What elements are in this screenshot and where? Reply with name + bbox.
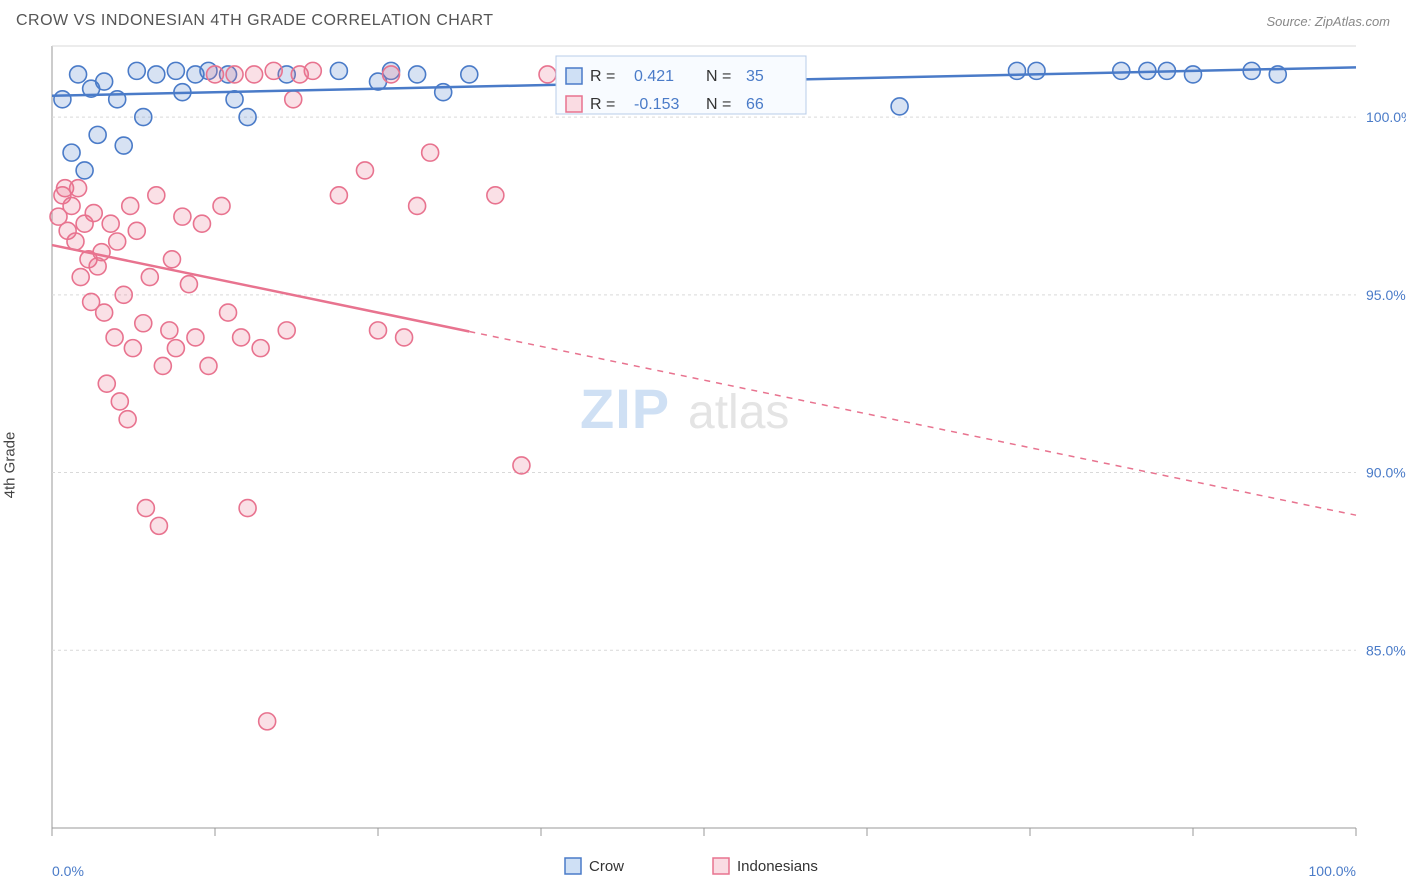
svg-text:N =: N = [706, 68, 731, 85]
svg-text:66: 66 [746, 96, 764, 113]
chart-source: Source: ZipAtlas.com [1266, 14, 1390, 29]
svg-text:R =: R = [590, 68, 615, 85]
svg-text:0.421: 0.421 [634, 68, 674, 85]
scatter-chart: 85.0% 90.0% 95.0% 100.0% 0.0% 100.0% ZIP atlas R… [0, 38, 1406, 892]
legend-swatch [565, 858, 581, 874]
svg-text:35: 35 [746, 68, 764, 85]
legend-label: Crow [589, 858, 624, 875]
trendline-indonesians [52, 245, 469, 331]
x-tick-label: 0.0% [52, 863, 84, 879]
svg-text:ZIP: ZIP [580, 377, 670, 440]
svg-text:R =: R = [590, 96, 615, 113]
y-tick-label: 85.0% [1366, 642, 1406, 658]
chart-area: 4th Grade 85.0% 90.0% 95.0% 100.0% 0.0% 100.0… [0, 38, 1406, 892]
svg-text:-0.153: -0.153 [634, 96, 679, 113]
chart-header: CROW VS INDONESIAN 4TH GRADE CORRELATION… [0, 0, 1406, 38]
legend-swatch [713, 858, 729, 874]
watermark: ZIP atlas [580, 377, 789, 440]
y-tick-label: 90.0% [1366, 465, 1406, 481]
series-indonesians [50, 62, 647, 729]
y-tick-label: 100.0% [1366, 109, 1406, 125]
legend-label: Indonesians [737, 858, 818, 875]
chart-title: CROW VS INDONESIAN 4TH GRADE CORRELATION… [16, 12, 494, 30]
y-tick-label: 95.0% [1366, 287, 1406, 303]
svg-text:atlas: atlas [688, 386, 789, 439]
y-axis-label: 4th Grade [2, 432, 19, 499]
correlation-box: R = 0.421 N = 35 R = -0.153 N = 66 [556, 56, 806, 114]
svg-text:N =: N = [706, 96, 731, 113]
x-tick-label: 100.0% [1309, 863, 1356, 879]
